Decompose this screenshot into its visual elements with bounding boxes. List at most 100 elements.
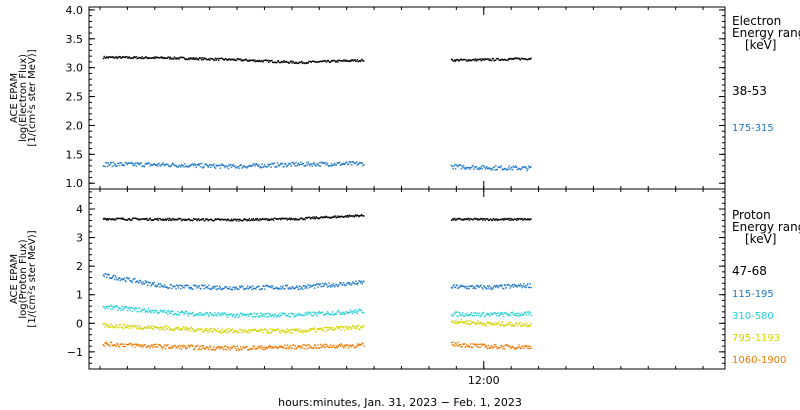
data-point <box>164 57 167 59</box>
data-point <box>338 216 340 218</box>
data-point <box>337 310 339 312</box>
data-point <box>342 311 345 314</box>
data-point <box>272 61 275 63</box>
data-point <box>231 164 234 167</box>
data-point <box>301 314 303 317</box>
data-point <box>118 217 120 219</box>
data-point <box>207 347 209 349</box>
data-point <box>451 344 454 346</box>
data-point <box>243 219 245 221</box>
data-point <box>514 348 516 350</box>
data-point <box>317 218 320 220</box>
data-point <box>477 313 479 315</box>
data-point <box>491 57 494 60</box>
data-point <box>363 215 365 217</box>
data-point <box>324 282 326 285</box>
data-point <box>172 217 174 220</box>
data-point <box>132 217 134 219</box>
data-point <box>134 56 136 59</box>
data-point <box>192 163 194 165</box>
data-point <box>259 288 261 291</box>
data-point <box>461 284 463 287</box>
data-point <box>255 219 258 221</box>
data-point <box>515 57 518 59</box>
data-point <box>264 313 267 315</box>
data-point <box>125 325 127 328</box>
data-point <box>226 287 229 290</box>
data-point <box>158 57 160 59</box>
data-point <box>499 219 501 221</box>
data-point <box>224 286 226 288</box>
data-point <box>335 164 338 166</box>
data-point <box>309 312 311 315</box>
data-point <box>166 57 168 59</box>
data-point <box>280 314 283 316</box>
data-point <box>501 218 503 221</box>
data-point <box>327 346 330 348</box>
data-point <box>284 162 287 165</box>
data-point <box>213 312 216 314</box>
data-point <box>198 219 201 222</box>
data-point <box>505 313 507 315</box>
data-point <box>305 162 308 164</box>
data-point <box>245 166 247 168</box>
data-point <box>251 347 254 349</box>
data-point <box>496 58 499 60</box>
data-point <box>217 218 219 220</box>
data-point <box>238 349 240 351</box>
data-point <box>153 281 155 284</box>
data-point <box>158 162 160 165</box>
data-point <box>177 166 180 168</box>
data-point <box>317 328 320 331</box>
data-point <box>334 327 336 330</box>
data-point <box>491 288 493 290</box>
data-point <box>206 164 209 167</box>
data-point <box>470 313 472 315</box>
data-point <box>145 346 147 348</box>
data-point <box>495 321 497 324</box>
data-point <box>498 347 500 349</box>
data-point <box>325 164 327 166</box>
data-point <box>511 57 514 60</box>
data-point <box>518 344 520 346</box>
data-point <box>480 322 482 324</box>
data-point <box>272 163 275 165</box>
data-point <box>338 59 341 62</box>
data-point <box>528 324 531 326</box>
data-point <box>337 345 339 348</box>
series-175-315 <box>102 161 532 172</box>
data-point <box>351 344 354 346</box>
data-point <box>478 314 480 317</box>
data-point <box>111 344 113 346</box>
data-point <box>272 285 274 287</box>
data-point <box>272 288 275 290</box>
data-point <box>222 288 224 290</box>
data-point <box>493 59 495 62</box>
data-point <box>270 315 272 318</box>
data-point <box>351 325 354 327</box>
data-point <box>190 57 192 60</box>
data-point <box>248 349 251 351</box>
data-point <box>488 167 491 170</box>
data-point <box>261 348 263 350</box>
data-point <box>299 61 301 64</box>
data-point <box>166 310 168 312</box>
data-point <box>180 288 182 290</box>
data-point <box>510 219 512 221</box>
data-point <box>173 313 176 316</box>
data-point <box>209 330 211 332</box>
data-point <box>175 313 177 315</box>
data-point <box>507 314 509 316</box>
data-point <box>126 276 128 279</box>
data-point <box>169 284 172 286</box>
data-point <box>158 344 160 346</box>
data-point <box>251 285 254 287</box>
data-point <box>293 219 296 221</box>
data-point <box>313 311 316 313</box>
data-point <box>241 329 243 332</box>
data-point <box>340 313 342 315</box>
data-point <box>247 348 250 351</box>
data-point <box>524 311 527 313</box>
data-point <box>300 217 302 219</box>
data-point <box>475 60 478 62</box>
